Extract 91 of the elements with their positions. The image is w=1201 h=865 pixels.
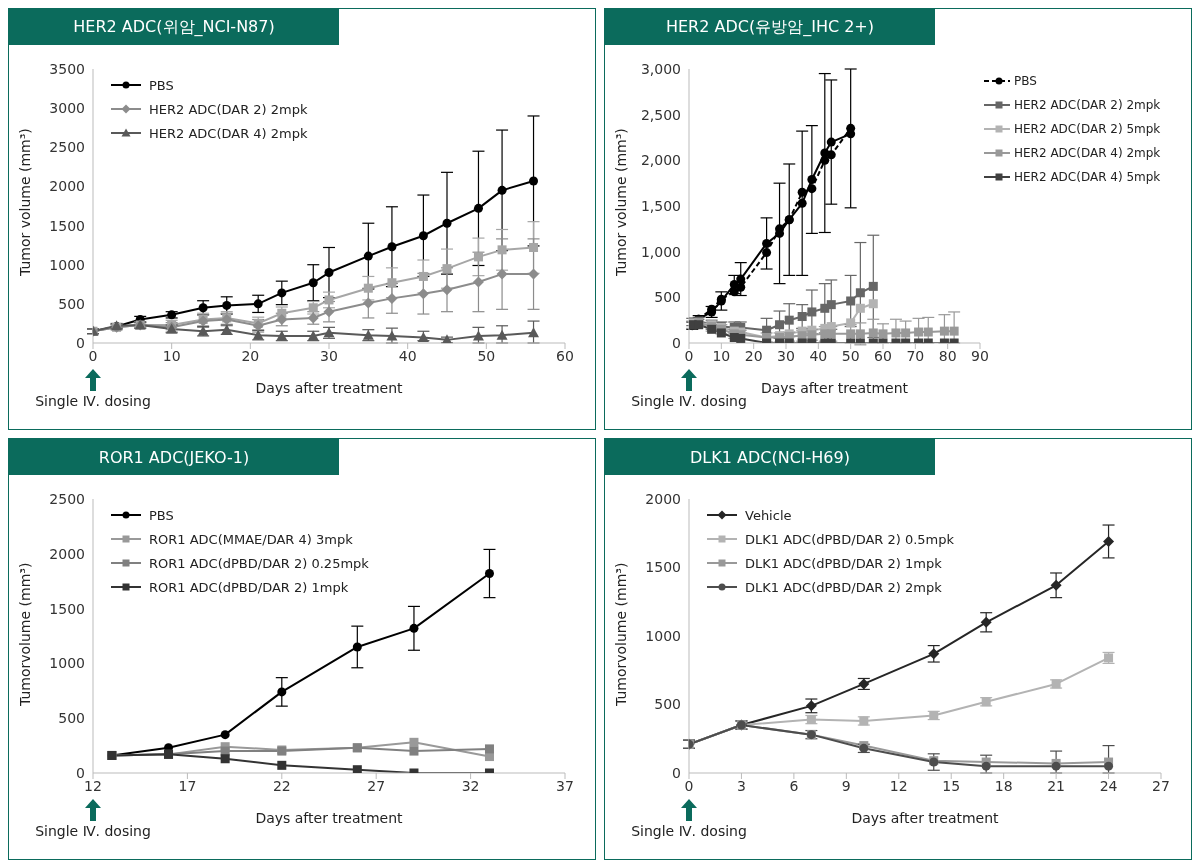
- x-tick-label: 10: [712, 347, 731, 364]
- y-tick-label: 0: [76, 334, 85, 351]
- y-tick-label: 1000: [49, 655, 85, 672]
- y-tick-label: 2,500: [640, 106, 681, 123]
- legend-label: DLK1 ADC(dPBD/DAR 2) 0.5mpk: [745, 531, 955, 547]
- x-tick-label: 22: [272, 777, 291, 794]
- x-tick-label: 37: [556, 777, 574, 794]
- legend-label: ROR1 ADC(dPBD/DAR 2) 1mpk: [149, 579, 349, 595]
- y-tick-label: 0: [76, 764, 85, 781]
- x-tick-label: 30: [320, 347, 338, 364]
- y-tick-label: 500: [654, 696, 681, 713]
- legend-label: HER2 ADC(DAR 2) 2mpk: [1014, 98, 1161, 112]
- y-tick-label: 2500: [49, 490, 85, 507]
- text: Single Ⅳ. dosing: [34, 823, 152, 839]
- y-tick-label: 0: [672, 764, 681, 781]
- x-tick-label: 32: [461, 777, 480, 794]
- x-tick-label: 70: [906, 347, 925, 364]
- x-tick-label: 27: [1152, 777, 1170, 794]
- y-tick-label: 2000: [49, 545, 85, 562]
- x-tick-label: 30: [777, 347, 795, 364]
- x-tick-label: 20: [241, 347, 260, 364]
- x-tick-label: 0: [88, 347, 98, 364]
- x-axis-title: Days after treatment: [255, 810, 404, 826]
- x-axis-title: Days after treatment: [851, 810, 1000, 826]
- legend-label: HER2 ADC(DAR 2) 5mpk: [1014, 122, 1161, 136]
- x-tick-label: 6: [789, 777, 799, 794]
- legend-label: Vehicle: [745, 507, 792, 523]
- y-axis-title: Tumor volume (mm³): [612, 128, 629, 277]
- text: Single Ⅳ. dosing: [630, 823, 748, 839]
- chart-title: HER2 ADC(위암_NCI-N87): [9, 9, 339, 45]
- text: Single Ⅳ. dosing: [631, 393, 747, 409]
- x-tick-label: 60: [874, 347, 892, 364]
- y-tick-label: 3000: [49, 100, 85, 117]
- x-tick-label: 50: [477, 347, 496, 364]
- y-tick-label: 2000: [49, 178, 85, 195]
- y-tick-label: 0: [672, 334, 681, 351]
- x-tick-label: 21: [1047, 777, 1066, 794]
- y-tick-label: 500: [58, 710, 85, 727]
- chart-title: DLK1 ADC(NCI-H69): [605, 439, 935, 475]
- y-tick-label: 1500: [49, 217, 85, 234]
- legend-label: DLK1 ADC(dPBD/DAR 2) 1mpk: [745, 555, 942, 571]
- y-tick-label: 500: [654, 289, 681, 306]
- y-tick-label: 3500: [49, 60, 85, 77]
- x-tick-label: 0: [684, 777, 694, 794]
- legend-label: ROR1 ADC(dPBD/DAR 2) 0.25mpk: [149, 555, 369, 571]
- y-tick-label: 2500: [49, 139, 85, 156]
- y-tick-label: 2000: [645, 490, 681, 507]
- legend-label: PBS: [149, 77, 174, 93]
- x-tick-label: 10: [162, 347, 181, 364]
- x-tick-label: 24: [1099, 777, 1118, 794]
- legend-label: HER2 ADC(DAR 2) 2mpk: [149, 101, 308, 117]
- x-tick-label: 9: [841, 777, 851, 794]
- legend-label: PBS: [1014, 74, 1037, 88]
- legend-label: HER2 ADC(DAR 4) 2mpk: [1014, 146, 1161, 160]
- x-axis-title: Days after treatment: [255, 380, 404, 396]
- legend-label: HER2 ADC(DAR 4) 2mpk: [149, 125, 308, 141]
- y-tick-label: 3,000: [640, 60, 681, 77]
- chart-title: ROR1 ADC(JEKO-1): [9, 439, 339, 475]
- x-tick-label: 12: [889, 777, 908, 794]
- y-axis-title: Tumor volume (mm³): [16, 128, 33, 277]
- y-tick-label: 1500: [645, 559, 681, 576]
- y-tick-label: 1000: [645, 627, 681, 644]
- x-tick-label: 90: [971, 347, 989, 364]
- x-tick-label: 60: [556, 347, 574, 364]
- y-tick-label: 2,000: [640, 152, 681, 169]
- y-tick-label: 1,000: [640, 243, 681, 260]
- x-tick-label: 27: [367, 777, 386, 794]
- y-tick-label: 500: [58, 295, 85, 312]
- x-tick-label: 18: [994, 777, 1013, 794]
- y-axis-title: Tumorvolume (mm³): [16, 562, 33, 707]
- x-tick-label: 80: [938, 347, 957, 364]
- y-tick-label: 1000: [49, 256, 85, 273]
- legend-label: HER2 ADC(DAR 4) 5mpk: [1014, 170, 1161, 184]
- text: Single Ⅳ. dosing: [34, 393, 152, 409]
- legend-label: ROR1 ADC(MMAE/DAR 4) 3mpk: [149, 531, 353, 547]
- x-axis-title: Days after treatment: [760, 380, 909, 396]
- x-tick-label: 3: [736, 777, 746, 794]
- x-tick-label: 40: [809, 347, 828, 364]
- x-tick-label: 12: [84, 777, 102, 794]
- legend-label: PBS: [149, 507, 174, 523]
- x-tick-label: 17: [178, 777, 197, 794]
- x-tick-label: 20: [744, 347, 763, 364]
- y-tick-label: 1500: [49, 600, 85, 617]
- x-tick-label: 0: [684, 347, 694, 364]
- chart-title: HER2 ADC(유방암_IHC 2+): [605, 9, 935, 45]
- x-tick-label: 15: [942, 777, 961, 794]
- y-axis-title: Tumorvolume (mm³): [612, 562, 629, 707]
- legend-label: DLK1 ADC(dPBD/DAR 2) 2mpk: [745, 579, 942, 595]
- y-tick-label: 1,500: [640, 197, 681, 214]
- x-tick-label: 40: [398, 347, 417, 364]
- x-tick-label: 50: [841, 347, 860, 364]
